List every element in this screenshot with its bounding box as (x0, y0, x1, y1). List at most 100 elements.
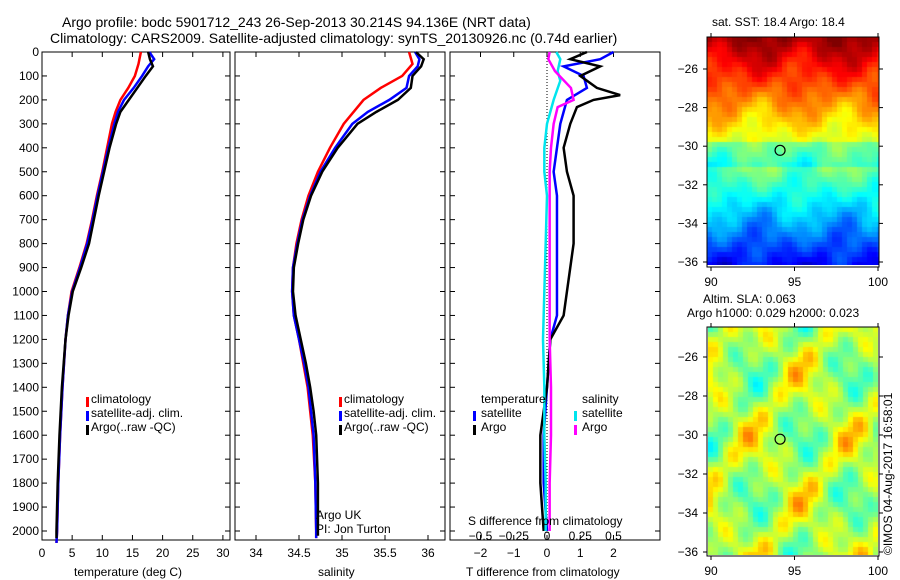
x-tick-label: 25 (186, 546, 200, 560)
map-y-tick-label: −28 (678, 389, 699, 403)
imos-timestamp: ©IMOS 04-Aug-2017 16:58:01 (881, 392, 895, 555)
legend-swatch (86, 411, 89, 421)
argo-location-marker (774, 144, 786, 156)
y-tick-label: 800 (19, 237, 39, 251)
legend-swatch (339, 411, 342, 421)
sdiff-label: S difference from climatology (468, 514, 623, 528)
map-frame (706, 326, 880, 557)
y-tick-label: 1300 (12, 356, 39, 370)
legend-climatology: climatology (91, 392, 152, 406)
map-x-tick-label: 100 (868, 275, 888, 289)
legend-satellite: satellite-adj. clim. (91, 406, 184, 420)
x-tick-label: 2 (610, 546, 617, 560)
y-tick-label: 300 (19, 117, 39, 131)
y-tick-label: 1500 (12, 404, 39, 418)
legend-swatch (473, 411, 476, 421)
annotation-pi: PI: Jon Turton (316, 522, 391, 536)
x-tick-label: 20 (156, 546, 170, 560)
legend-s-argo: Argo (582, 420, 608, 434)
temperature-xlabel: temperature (deg C) (74, 565, 183, 579)
legend-swatch (574, 411, 577, 421)
x-tick-label: 0 (544, 546, 551, 560)
annotation-argo-uk: Argo UK (316, 508, 362, 522)
panel-frame (449, 51, 661, 541)
y-tick-label: 500 (19, 165, 39, 179)
legend-swatch (86, 425, 89, 435)
legend-t-satellite: satellite (481, 406, 522, 420)
legend-argo: Argo(..raw -QC) (91, 420, 176, 434)
y-tick-label: 1200 (12, 332, 39, 346)
x-tick-label: 34 (249, 546, 263, 560)
x-tick-label: 0 (39, 546, 46, 560)
map-x-tick-label: 95 (788, 564, 802, 578)
y-tick-label: 200 (19, 93, 39, 107)
y-tick-label: 1600 (12, 428, 39, 442)
y-tick-label: 400 (19, 141, 39, 155)
sla-map-title: Altim. SLA: 0.063 (703, 292, 796, 306)
x-tick-label: −2 (474, 546, 488, 560)
map-x-tick-label: 95 (788, 275, 802, 289)
series-line-argo-raw-qc- (291, 51, 426, 536)
sst-map-title: sat. SST: 18.4 Argo: 18.4 (712, 15, 845, 29)
map-y-tick-label: −36 (678, 255, 699, 269)
y-tick-label: 2000 (12, 524, 39, 538)
x-tick-label: 34.5 (287, 546, 311, 560)
x-tick-label: 35 (335, 546, 349, 560)
x-tick-label: 15 (126, 546, 140, 560)
x2-tick-label: 0.25 (569, 529, 593, 543)
legend-swatch (574, 425, 577, 435)
map-y-tick-label: −34 (678, 506, 699, 520)
x-tick-label: 35.5 (373, 546, 397, 560)
y-tick-label: 1700 (12, 452, 39, 466)
y-tick-label: 100 (19, 69, 39, 83)
map-y-tick-label: −26 (678, 350, 699, 364)
map-x-tick-label: 100 (868, 564, 888, 578)
map-y-tick-label: −34 (678, 216, 699, 230)
x-tick-label: 5 (69, 546, 76, 560)
x-tick-label: 1 (577, 546, 584, 560)
map-x-tick-label: 90 (704, 564, 718, 578)
legend-title-salinity: salinity (582, 392, 619, 406)
sla-map (708, 327, 878, 555)
x2-tick-label: 0 (544, 529, 551, 543)
y-tick-label: 700 (19, 213, 39, 227)
series-line-argo-raw-qc- (55, 51, 155, 539)
x-tick-label: 30 (216, 546, 230, 560)
y-tick-label: 1100 (13, 308, 39, 322)
y-tick-label: 1000 (12, 285, 39, 299)
map-y-tick-label: −28 (678, 101, 699, 115)
legend-swatch (339, 425, 342, 435)
legend-swatch (473, 425, 476, 435)
legend-t-argo: Argo (481, 420, 507, 434)
y-tick-label: 0 (32, 45, 39, 59)
map-frame (706, 36, 880, 268)
legend-climatology: climatology (344, 392, 405, 406)
salinity-xlabel: salinity (318, 565, 355, 579)
legend-swatch (86, 397, 89, 407)
map-y-tick-label: −30 (678, 428, 699, 442)
series-line-t-argo (539, 50, 621, 532)
tdiff-xlabel: T difference from climatology (466, 565, 620, 579)
x2-tick-label: 0.5 (605, 529, 622, 543)
panel-frame (41, 51, 231, 541)
legend-title-temperature: temperature (481, 392, 546, 406)
y-tick-label: 1900 (12, 500, 39, 514)
map-y-tick-label: −30 (678, 139, 699, 153)
map-y-tick-label: −36 (678, 545, 699, 559)
panel-frame (234, 51, 446, 541)
argo-location-marker (774, 433, 786, 445)
x-tick-label: −1 (507, 546, 521, 560)
x-tick-label: 36 (421, 546, 435, 560)
sst-map (707, 37, 879, 265)
series-line-s-argo (547, 51, 576, 531)
map-y-tick-label: −26 (678, 62, 699, 76)
y-tick-label: 1800 (12, 476, 39, 490)
y-tick-label: 600 (19, 189, 39, 203)
y-tick-label: 1400 (12, 380, 39, 394)
y-tick-label: 900 (19, 261, 39, 275)
x2-tick-label: −0.25 (499, 529, 530, 543)
legend-s-satellite: satellite (582, 406, 623, 420)
